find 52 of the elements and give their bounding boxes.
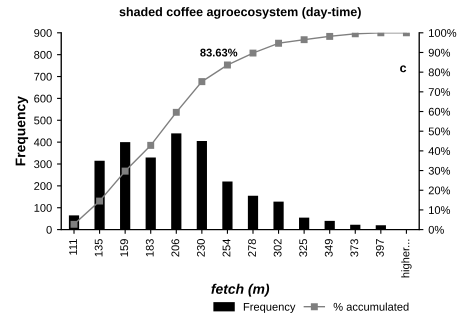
- y2-tick-label: 80%: [428, 68, 450, 76]
- y-tick-label: 800: [34, 50, 52, 59]
- y-tick-label: 0: [46, 226, 52, 234]
- x-tick-label: 159: [120, 239, 128, 256]
- x-tick-label: 254: [222, 238, 230, 257]
- x-tick-label: 397: [376, 239, 384, 257]
- legend-label: Frequency: [244, 302, 296, 313]
- x-tick-label: 373: [350, 239, 358, 257]
- x-tick-label: higher...: [401, 240, 412, 278]
- y2-tick-label: 0%: [428, 226, 444, 234]
- annotation: c: [400, 65, 406, 72]
- x-tick-label: 183: [146, 239, 154, 256]
- y-tick-label: 100: [34, 204, 52, 212]
- point: [122, 168, 129, 175]
- point: [147, 142, 154, 149]
- y-tick-label: 400: [34, 138, 52, 146]
- annotation: 83.63%: [200, 48, 238, 57]
- x-axis-title: fetch (m): [211, 284, 270, 297]
- y-tick-label: 700: [34, 72, 52, 81]
- x-tick-label: 135: [94, 239, 103, 256]
- y2-tick-label: 100%: [429, 29, 456, 37]
- y-tick-label: 300: [34, 160, 52, 168]
- point: [96, 198, 104, 205]
- y-tick-label: 500: [34, 116, 52, 124]
- y2-tick-label: 20%: [428, 186, 450, 194]
- y2-tick-label: 10%: [429, 206, 450, 214]
- x-tick-label: 206: [171, 239, 180, 257]
- x-tick-label: 302: [274, 239, 282, 257]
- point: [300, 36, 308, 44]
- x-tick-label: 230: [196, 239, 205, 257]
- y-tick-label: 200: [34, 182, 52, 190]
- y2-tick-label: 60%: [428, 108, 450, 116]
- point: [275, 40, 282, 47]
- x-tick-label: 349: [324, 239, 333, 257]
- x-tick-label: 111: [69, 239, 77, 255]
- y-tick-label: 900: [34, 29, 52, 37]
- y-tick-label: 600: [34, 94, 52, 103]
- point: [198, 78, 206, 86]
- point: [224, 62, 231, 68]
- y2-tick-label: 50%: [428, 127, 450, 136]
- point: [326, 32, 334, 40]
- chart-title: shaded coffee agroecosystem (day-time): [119, 7, 361, 19]
- y2-tick-label: 90%: [428, 48, 450, 57]
- y2-tick-label: 70%: [428, 88, 450, 96]
- y2-tick-label: 30%: [428, 166, 450, 175]
- x-tick-label: 278: [248, 239, 256, 257]
- x-tick-label: 325: [299, 239, 308, 257]
- point: [172, 108, 180, 116]
- y2-tick-label: 40%: [428, 147, 450, 156]
- y-axis-title: Frequency: [16, 96, 28, 166]
- point: [250, 50, 256, 57]
- legend-label: % accumulated: [334, 302, 408, 311]
